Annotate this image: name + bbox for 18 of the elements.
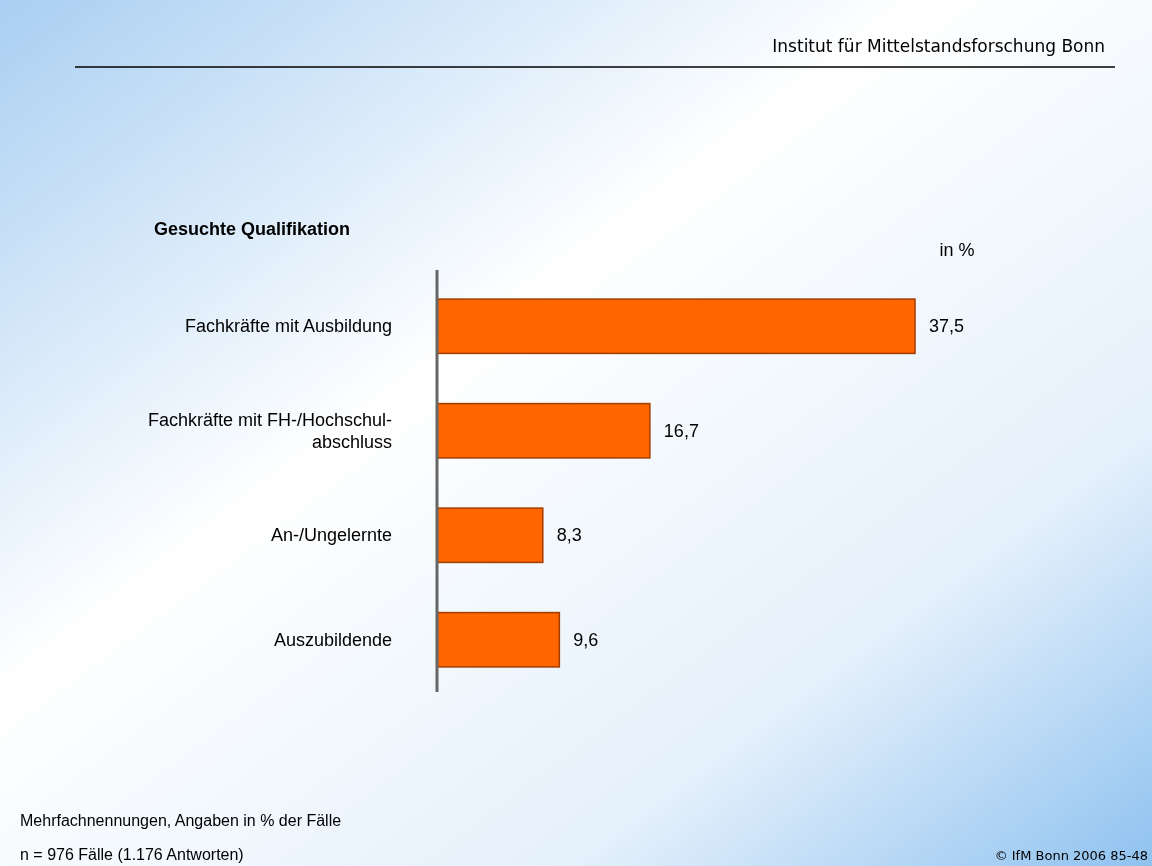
text: Institut für Mittelstandsforschung Bonn bbox=[772, 36, 1105, 56]
text: n = 976 Fälle (1.176 Antworten) bbox=[20, 846, 244, 863]
data-label: 37,5 bbox=[929, 316, 965, 337]
bar bbox=[436, 402, 651, 459]
data-label: 16,7 bbox=[663, 420, 699, 441]
y-tick-label: An-/Ungelernte bbox=[270, 525, 392, 546]
text: © IfM Bonn 2006 85-48 bbox=[994, 848, 1148, 863]
y-tick-label: Fachkräfte mit FH-/Hochschul- abschluss bbox=[147, 409, 392, 452]
bar bbox=[436, 507, 544, 564]
data-label: 9,6 bbox=[573, 629, 599, 650]
bar bbox=[436, 298, 916, 355]
bar bbox=[436, 611, 561, 668]
y-tick-label: Fachkräfte mit Ausbildung bbox=[184, 316, 392, 337]
text: Gesuchte Qualifikation bbox=[154, 219, 351, 239]
data-label: 8,3 bbox=[556, 525, 582, 546]
x-axis-title: in % bbox=[939, 240, 975, 260]
text: Mehrfachnennungen, Angaben in % der Fälle bbox=[20, 812, 342, 829]
y-tick-label: Auszubildende bbox=[273, 629, 392, 650]
